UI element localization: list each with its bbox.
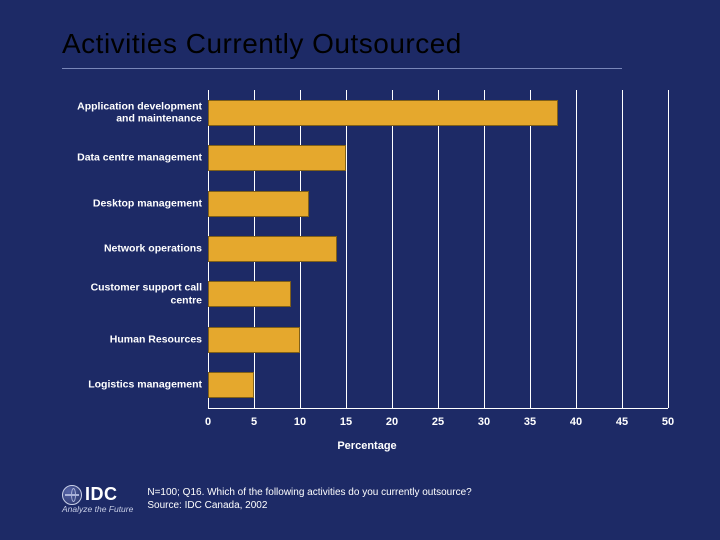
- gridline: [484, 90, 485, 408]
- chart: Application developmentand maintenance Da…: [62, 90, 672, 470]
- footer-note-line1: N=100; Q16. Which of the following activ…: [147, 486, 471, 499]
- bar: [208, 236, 337, 262]
- y-axis-labels: Application developmentand maintenance Da…: [62, 90, 202, 408]
- x-tick-label: 45: [616, 416, 628, 428]
- bar: [208, 191, 309, 217]
- bar: [208, 145, 346, 171]
- bar: [208, 281, 291, 307]
- gridline: [438, 90, 439, 408]
- slide: Activities Currently Outsourced Applicat…: [0, 0, 720, 540]
- x-tick-label: 15: [340, 416, 352, 428]
- x-tick-label: 20: [386, 416, 398, 428]
- bar: [208, 372, 254, 398]
- x-tick-label: 0: [205, 416, 211, 428]
- x-tick-label: 30: [478, 416, 490, 428]
- gridline: [392, 90, 393, 408]
- footer: IDC Analyze the Future N=100; Q16. Which…: [62, 484, 472, 514]
- x-tick-label: 25: [432, 416, 444, 428]
- bar: [208, 100, 558, 126]
- plot-area: [208, 90, 668, 408]
- x-axis-line: [208, 408, 668, 409]
- gridline: [346, 90, 347, 408]
- y-tick-label: Human Resources: [62, 334, 202, 347]
- logo-text: IDC: [85, 484, 118, 505]
- globe-icon: [62, 485, 82, 505]
- x-tick-label: 35: [524, 416, 536, 428]
- y-tick-label: Data centre management: [62, 152, 202, 165]
- idc-logo: IDC Analyze the Future: [62, 484, 133, 514]
- x-tick-label: 50: [662, 416, 674, 428]
- bar: [208, 327, 300, 353]
- gridline: [530, 90, 531, 408]
- gridline: [622, 90, 623, 408]
- x-axis-title: Percentage: [337, 440, 396, 452]
- footer-note-line2: Source: IDC Canada, 2002: [147, 499, 471, 512]
- y-tick-label: Logistics management: [62, 379, 202, 392]
- x-tick-label: 5: [251, 416, 257, 428]
- y-tick-label: Desktop management: [62, 197, 202, 210]
- y-tick-label: Network operations: [62, 243, 202, 256]
- slide-title: Activities Currently Outsourced: [62, 28, 462, 60]
- logo-tagline: Analyze the Future: [62, 504, 133, 514]
- x-tick-label: 40: [570, 416, 582, 428]
- y-tick-label: Customer support callcentre: [62, 282, 202, 307]
- x-tick-label: 10: [294, 416, 306, 428]
- y-tick-label: Application developmentand maintenance: [62, 100, 202, 125]
- gridline: [576, 90, 577, 408]
- title-underline: [62, 68, 622, 69]
- footer-note: N=100; Q16. Which of the following activ…: [147, 486, 471, 512]
- gridline: [668, 90, 669, 408]
